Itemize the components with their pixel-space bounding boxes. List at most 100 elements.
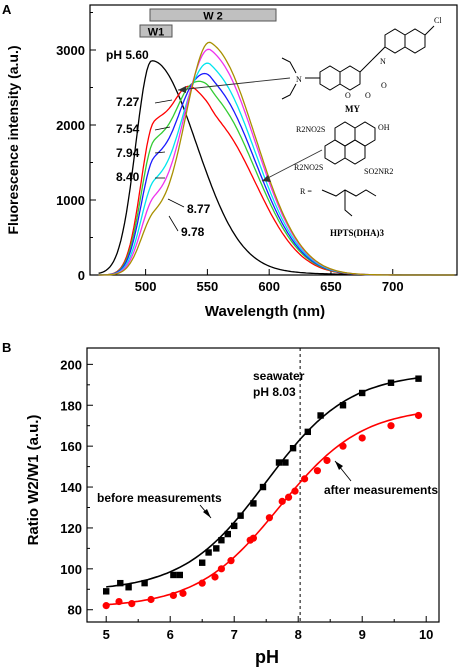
spectrum-pH-5-60 xyxy=(98,60,455,276)
x-tick-label-650: 650 xyxy=(320,279,342,294)
x-tick-label-600: 600 xyxy=(258,279,280,294)
my-ring-3 xyxy=(319,65,341,91)
x-tick-label-7: 7 xyxy=(231,627,238,642)
point-after xyxy=(291,487,299,495)
before-pointer-head xyxy=(203,509,211,518)
x-tick-label-5: 5 xyxy=(103,627,110,642)
plot-b-series xyxy=(102,375,423,610)
my-bond-link xyxy=(359,59,373,73)
hpts-ring-2 xyxy=(354,121,376,147)
point-after xyxy=(147,595,155,604)
fit-curve-after xyxy=(106,413,417,606)
point-after xyxy=(265,514,273,522)
point-before xyxy=(317,412,324,419)
point-after xyxy=(217,565,225,573)
ph-label-7-94: 7.94 xyxy=(116,146,140,160)
x-tick-label-6: 6 xyxy=(167,627,174,642)
hpts-ring-1 xyxy=(334,121,356,147)
hpts-name: HPTS(DHA)3 xyxy=(330,228,385,238)
point-before xyxy=(282,459,289,466)
point-before xyxy=(231,522,238,530)
point-before xyxy=(176,571,183,579)
point-before xyxy=(359,389,366,397)
my-ethyl-1 xyxy=(281,57,297,74)
my-atom-cl: Cl xyxy=(434,16,442,25)
my-atom-n2: N xyxy=(380,57,386,66)
hpts-r-branch xyxy=(344,190,353,217)
x-tick-label-550: 550 xyxy=(197,279,219,294)
my-atom-o2: O xyxy=(365,91,371,100)
point-after xyxy=(249,534,257,542)
plot-b-y-title: Ratio W2/W1 (a.u.) xyxy=(25,415,42,546)
point-before xyxy=(224,530,231,538)
after-pointer-head xyxy=(335,461,343,470)
y-tick-label-200: 200 xyxy=(60,357,82,372)
point-after xyxy=(198,579,206,587)
y-tick-label-0: 0 xyxy=(78,268,85,283)
panel-b: B Ratio W2/W1 (a.u.) pH 5 6 7 8 9 10 80 100 120 1… xyxy=(2,340,440,667)
panel-b-letter: B xyxy=(2,340,11,355)
pointer-7-54 xyxy=(154,126,171,131)
x-tick-label-10: 10 xyxy=(419,627,433,642)
window-w1-label: W1 xyxy=(148,27,165,39)
arrow-hpts-head xyxy=(262,175,271,182)
pointer-7-27 xyxy=(154,99,173,104)
window-w1-bar xyxy=(139,24,173,38)
point-after xyxy=(227,557,235,565)
point-before xyxy=(415,375,422,382)
point-before xyxy=(289,444,297,452)
plot-b-ticks: 5 6 7 8 9 10 80 100 120 140 160 180 200 xyxy=(60,357,433,642)
panel-a: A W 2 W1 Fluorescence intensity (a.u.) W… xyxy=(2,2,458,320)
seawater-ph-label: pH 8.03 xyxy=(253,385,296,399)
point-after xyxy=(301,475,309,483)
before-measurements-label: before measurements xyxy=(97,491,222,505)
my-name: MY xyxy=(345,104,360,114)
my-bond-link-2 xyxy=(371,46,386,61)
x-tick-label-700: 700 xyxy=(382,279,404,294)
my-atom-o3: O xyxy=(381,81,387,90)
hpts-oh: OH xyxy=(378,123,390,132)
hpts-ring-4 xyxy=(344,139,366,165)
hpts-ring-3 xyxy=(324,139,346,165)
hpts-so2-top: R2NO2S xyxy=(296,125,325,134)
my-ring-2 xyxy=(404,28,426,54)
point-before xyxy=(205,549,212,556)
x-tick-label-9: 9 xyxy=(359,627,366,642)
x-tick-label-500: 500 xyxy=(135,279,157,294)
point-before xyxy=(275,459,283,466)
point-after xyxy=(115,597,123,606)
ph-label-8-40: 8.40 xyxy=(116,170,140,184)
y-tick-label-180: 180 xyxy=(60,398,82,413)
y-tick-label-140: 140 xyxy=(60,480,82,495)
point-after xyxy=(387,422,395,430)
after-measurements-label: after measurements xyxy=(324,483,438,497)
y-tick-label-3000: 3000 xyxy=(56,43,85,58)
ph-label-9-78: 9.78 xyxy=(181,225,205,239)
my-bond-cl xyxy=(424,25,435,36)
spectrum-7-94 xyxy=(98,72,455,276)
my-ring-4 xyxy=(339,65,361,91)
plot-b-frame xyxy=(86,347,440,623)
ph-label-5-60: pH 5.60 xyxy=(106,48,149,62)
point-after xyxy=(358,434,366,442)
point-before xyxy=(387,379,395,386)
point-after xyxy=(313,467,321,475)
y-tick-label-100: 100 xyxy=(60,562,82,577)
point-after xyxy=(211,573,219,581)
my-atom-n: N xyxy=(296,75,302,84)
point-before xyxy=(199,559,206,566)
window-w2-label: W 2 xyxy=(203,11,223,23)
plot-a-spectra xyxy=(98,41,455,276)
my-ethyl-2 xyxy=(281,83,297,100)
ph-label-7-27: 7.27 xyxy=(116,95,140,109)
hpts-r-chain xyxy=(321,189,377,197)
plot-a-ticks: 500 550 600 650 700 0 1000 2000 3000 xyxy=(56,12,404,294)
point-before xyxy=(213,545,220,552)
point-before xyxy=(103,588,110,595)
point-after xyxy=(414,411,423,420)
plot-b-x-title: pH xyxy=(255,647,279,667)
hpts-so2-bottom: R2NO2S xyxy=(294,163,323,172)
arrow-my-to-curve xyxy=(177,77,291,91)
plot-a-frame xyxy=(89,4,458,276)
